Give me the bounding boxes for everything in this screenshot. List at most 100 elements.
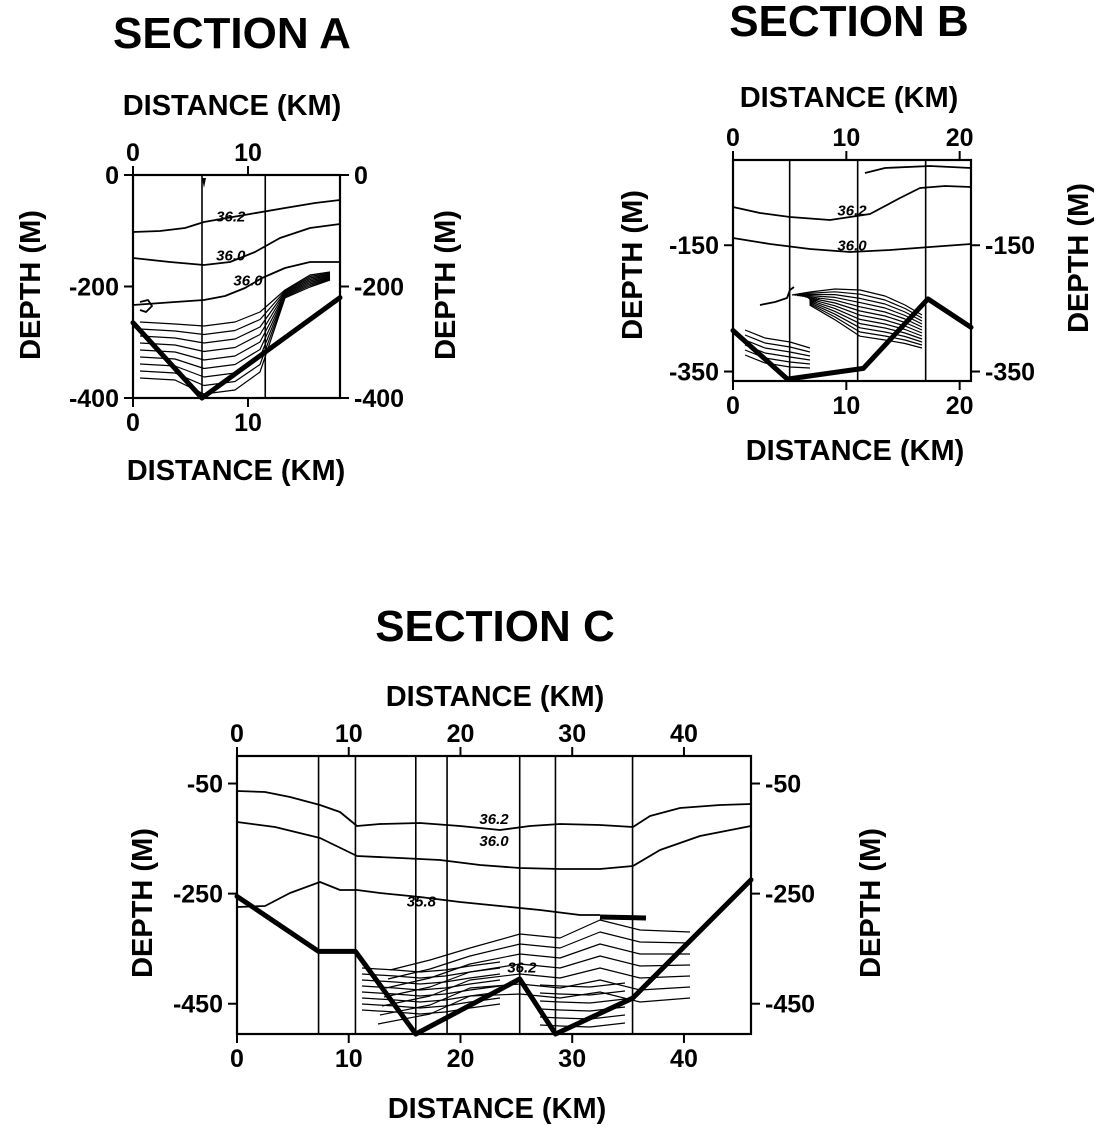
section-c-isoline [236, 881, 600, 916]
section-a-dense-isoline [139, 274, 331, 353]
section-b-isoline [864, 165, 972, 174]
section-b-top-axis-label: DISTANCE (KM) [740, 82, 959, 114]
section-c-top-tick-label: 30 [558, 720, 586, 748]
section-b-contour-label-1: 36.0 [837, 237, 867, 254]
section-c-top-axis-label: DISTANCE (KM) [386, 681, 605, 713]
section-b-dense-isoline [801, 295, 923, 328]
section-a-left-axis-label: DEPTH (M) [15, 210, 47, 360]
section-b-dense-isoline [744, 329, 811, 349]
section-a-top-axis-label: DISTANCE (KM) [123, 90, 342, 122]
section-a-bottom-axis-label: DISTANCE (KM) [127, 455, 346, 487]
section-b-dense-isoline [809, 297, 923, 340]
section-b-panel: SECTION B DISTANCE (KM) DISTANCE (KM) DE… [617, 0, 1095, 467]
section-c-bottom-tick-label: 20 [447, 1045, 475, 1073]
section-c-isoline [236, 821, 752, 870]
section-a-isoline [139, 299, 153, 313]
section-b-dense-isoline [744, 354, 811, 369]
section-c-panel: SECTION C DISTANCE (KM) DISTANCE (KM) DE… [127, 602, 887, 1125]
section-b-right-tick-label: -350 [985, 359, 1035, 387]
section-c-bottom-tick-label: 30 [558, 1045, 586, 1073]
section-b-dense-isoline [744, 339, 811, 357]
section-c-isoline [236, 790, 752, 831]
section-c-left-tick-label: -50 [187, 771, 223, 799]
section-c-dense-isoline [539, 990, 626, 996]
section-a-right-tick-label: -200 [354, 274, 404, 302]
section-b-left-tick-label: -150 [669, 232, 719, 260]
section-c-top-tick-label: 0 [230, 720, 244, 748]
section-b-dense-isoline [809, 297, 923, 346]
section-c-dense-isoline [539, 982, 626, 988]
section-a-dense-isoline [139, 276, 331, 370]
section-c-dense-isoline [361, 967, 501, 979]
section-c-left-axis-label: DEPTH (M) [127, 828, 159, 978]
section-b-dense-isoline [791, 288, 923, 316]
section-b-dense-isoline [794, 291, 923, 319]
section-b-top-tick-label: 20 [946, 124, 974, 152]
section-a-dense-isoline [139, 273, 331, 344]
section-c-right-tick-label: -450 [765, 991, 815, 1019]
section-c-bottom-tick-label: 10 [335, 1045, 363, 1073]
section-a-right-tick-label: 0 [354, 162, 368, 190]
section-a-title: SECTION A [113, 9, 351, 58]
section-c-frame [235, 754, 753, 1036]
section-c-dense-isoline [361, 997, 501, 1009]
section-a-dense-isoline [139, 277, 331, 378]
section-c-dense-isoline [361, 985, 501, 997]
section-c-top-tick-label: 40 [670, 720, 698, 748]
section-c-dense-isoline [539, 1022, 626, 1028]
section-a-dense-isoline [139, 272, 331, 336]
section-a-contour-label-2: 36.0 [233, 273, 263, 290]
section-b-bottom-tick-label: 20 [946, 392, 974, 420]
section-c-bottom-tick-label: 0 [230, 1045, 244, 1073]
section-b-bathymetry [730, 296, 974, 382]
section-b-dense-isoline [796, 293, 923, 322]
section-a-contour-label-bg-2 [229, 271, 267, 288]
section-b-dense-isoline [799, 295, 923, 325]
section-c-top-tick-label: 10 [335, 720, 363, 748]
section-c-top-tick-label: 20 [447, 720, 475, 748]
section-a-station-marker [202, 178, 206, 188]
section-c-right-axis-label: DEPTH (M) [855, 828, 887, 978]
section-b-top-tick-label: 10 [832, 124, 860, 152]
section-b-isoline [732, 185, 972, 221]
section-b-dense-isoline [744, 349, 811, 365]
section-b-bottom-axis-label: DISTANCE (KM) [746, 435, 965, 467]
section-c-left-tick-label: -450 [173, 991, 223, 1019]
section-a-bathymetry [130, 295, 343, 401]
section-b-contour-label-bg-0 [833, 201, 871, 218]
section-a-dense-isoline [139, 271, 331, 327]
section-b-title: SECTION B [729, 0, 969, 46]
section-b-top-tick-label: 0 [726, 124, 740, 152]
section-a-isoline [132, 223, 341, 266]
section-c-dense-isoline [539, 1006, 626, 1012]
section-a-left-tick-label: -200 [69, 274, 119, 302]
section-c-bottom-tick-label: 40 [670, 1045, 698, 1073]
section-c-contour-label-bg-1 [475, 832, 513, 849]
section-c-contour-label-bg-0 [475, 810, 513, 827]
section-b-dense-isoline [744, 334, 811, 353]
section-a-panel: SECTION A DISTANCE (KM) DISTANCE (KM) DE… [15, 9, 462, 487]
section-c-dense-isoline [361, 1003, 501, 1015]
section-c-right-tick-label: -250 [765, 881, 815, 909]
section-c-dense-isoline [361, 961, 501, 973]
section-c-dense-isoline [361, 991, 501, 1003]
section-b-right-tick-label: -150 [985, 232, 1035, 260]
section-b-isoline [759, 286, 795, 306]
section-c-dense-isoline [361, 973, 501, 985]
section-b-dense-isoline [809, 297, 923, 343]
section-a-dense-isoline [139, 278, 331, 387]
section-a-isoline [132, 199, 341, 233]
section-c-dense-isoline [539, 998, 626, 1004]
section-a-contours: 36.236.036.0 [130, 178, 343, 401]
section-a-bottom-tick-label: 10 [234, 409, 262, 437]
section-c-contour-segment [599, 914, 647, 921]
section-a-contour-label-1: 36.0 [216, 248, 246, 265]
section-c-right-tick-label: -50 [765, 771, 801, 799]
section-c-contours: 36.236.035.836.2 [234, 790, 754, 1037]
section-b-dense-isoline [744, 344, 811, 361]
section-b-bottom-tick-label: 10 [832, 392, 860, 420]
section-c-contour-label-bg-3 [502, 958, 541, 975]
section-c-dense-isoline [361, 979, 501, 991]
section-a-right-axis-label: DEPTH (M) [430, 210, 462, 360]
